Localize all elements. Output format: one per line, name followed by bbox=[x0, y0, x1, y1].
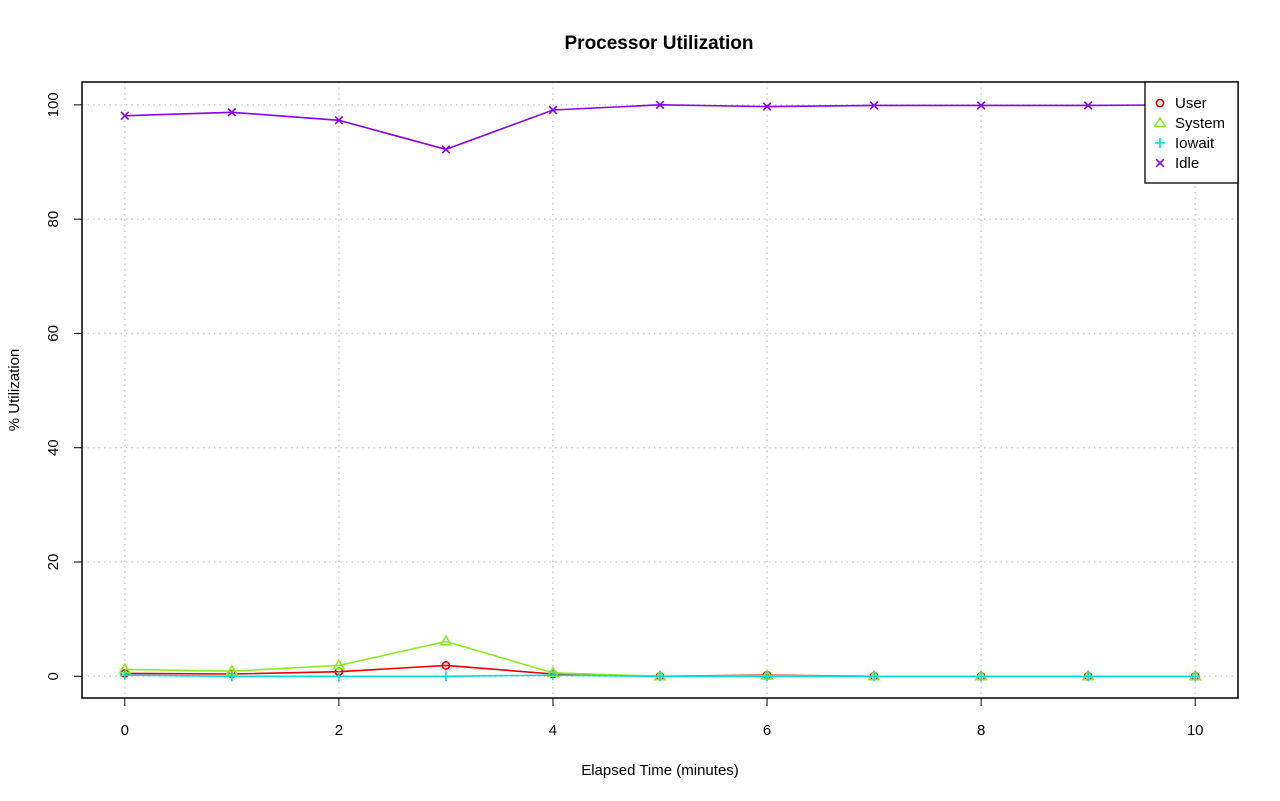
data-point-iowait bbox=[333, 671, 344, 682]
chart-title: Processor Utilization bbox=[565, 33, 754, 54]
x-tick-label: 8 bbox=[977, 722, 985, 739]
series-line-idle bbox=[124, 104, 1196, 151]
data-point-iowait bbox=[226, 671, 237, 682]
y-tick-label: 80 bbox=[45, 211, 62, 228]
legend-label-iowait: Iowait bbox=[1175, 135, 1215, 152]
series-idle bbox=[120, 100, 1200, 154]
y-tick-label: 0 bbox=[45, 672, 62, 680]
data-point-idle bbox=[1083, 101, 1093, 110]
data-point-system bbox=[332, 658, 346, 670]
legend-marker-user bbox=[1155, 98, 1165, 108]
legend: User System Iowait Idle bbox=[1144, 81, 1239, 184]
y-tick-label: 60 bbox=[45, 325, 62, 342]
data-point-idle bbox=[869, 101, 879, 110]
x-axis-label: Elapsed Time (minutes) bbox=[581, 762, 739, 779]
y-tick-label: 40 bbox=[45, 439, 62, 456]
y-tick-label: 100 bbox=[45, 92, 62, 117]
data-point-iowait bbox=[869, 671, 880, 682]
legend-label-user: User bbox=[1175, 95, 1207, 112]
data-point-iowait bbox=[1190, 671, 1201, 682]
y-axis-label: % Utilization bbox=[6, 349, 23, 432]
legend-marker-idle bbox=[1155, 158, 1165, 168]
legend-marker-iowait bbox=[1155, 138, 1165, 148]
data-point-system bbox=[439, 634, 453, 646]
x-tick-label: 4 bbox=[549, 722, 557, 739]
x-tick-label: 2 bbox=[335, 722, 343, 739]
data-point-iowait bbox=[547, 670, 558, 681]
x-tick-label: 10 bbox=[1187, 722, 1204, 739]
data-point-iowait bbox=[440, 671, 451, 682]
data-point-idle bbox=[762, 102, 772, 111]
legend-label-idle: Idle bbox=[1175, 155, 1199, 172]
x-tick-label: 0 bbox=[121, 722, 129, 739]
legend-marker-system bbox=[1153, 116, 1167, 128]
legend-item-system: System bbox=[1153, 115, 1225, 132]
series-layer bbox=[118, 100, 1202, 682]
data-point-iowait bbox=[119, 670, 130, 681]
data-point-idle bbox=[120, 111, 130, 121]
data-point-iowait bbox=[655, 671, 665, 682]
y-tick-label: 20 bbox=[45, 554, 62, 571]
grid bbox=[82, 82, 1238, 698]
data-point-iowait bbox=[976, 671, 987, 682]
data-point-idle bbox=[334, 115, 344, 125]
data-point-idle bbox=[655, 100, 665, 110]
legend-item-iowait: Iowait bbox=[1155, 135, 1215, 152]
legend-label-system: System bbox=[1175, 115, 1225, 132]
data-point-idle bbox=[548, 105, 558, 115]
data-point-idle bbox=[441, 145, 451, 154]
data-point-iowait bbox=[1083, 671, 1094, 682]
data-point-iowait bbox=[762, 671, 773, 682]
data-point-idle bbox=[976, 101, 986, 110]
data-point-idle bbox=[227, 107, 237, 117]
plot-area-frame bbox=[81, 81, 1239, 699]
legend-item-user: User bbox=[1155, 95, 1207, 112]
legend-item-idle: Idle bbox=[1155, 155, 1199, 172]
series-iowait bbox=[119, 670, 1201, 682]
data-point-user bbox=[441, 661, 451, 670]
x-tick-label: 6 bbox=[763, 722, 771, 739]
